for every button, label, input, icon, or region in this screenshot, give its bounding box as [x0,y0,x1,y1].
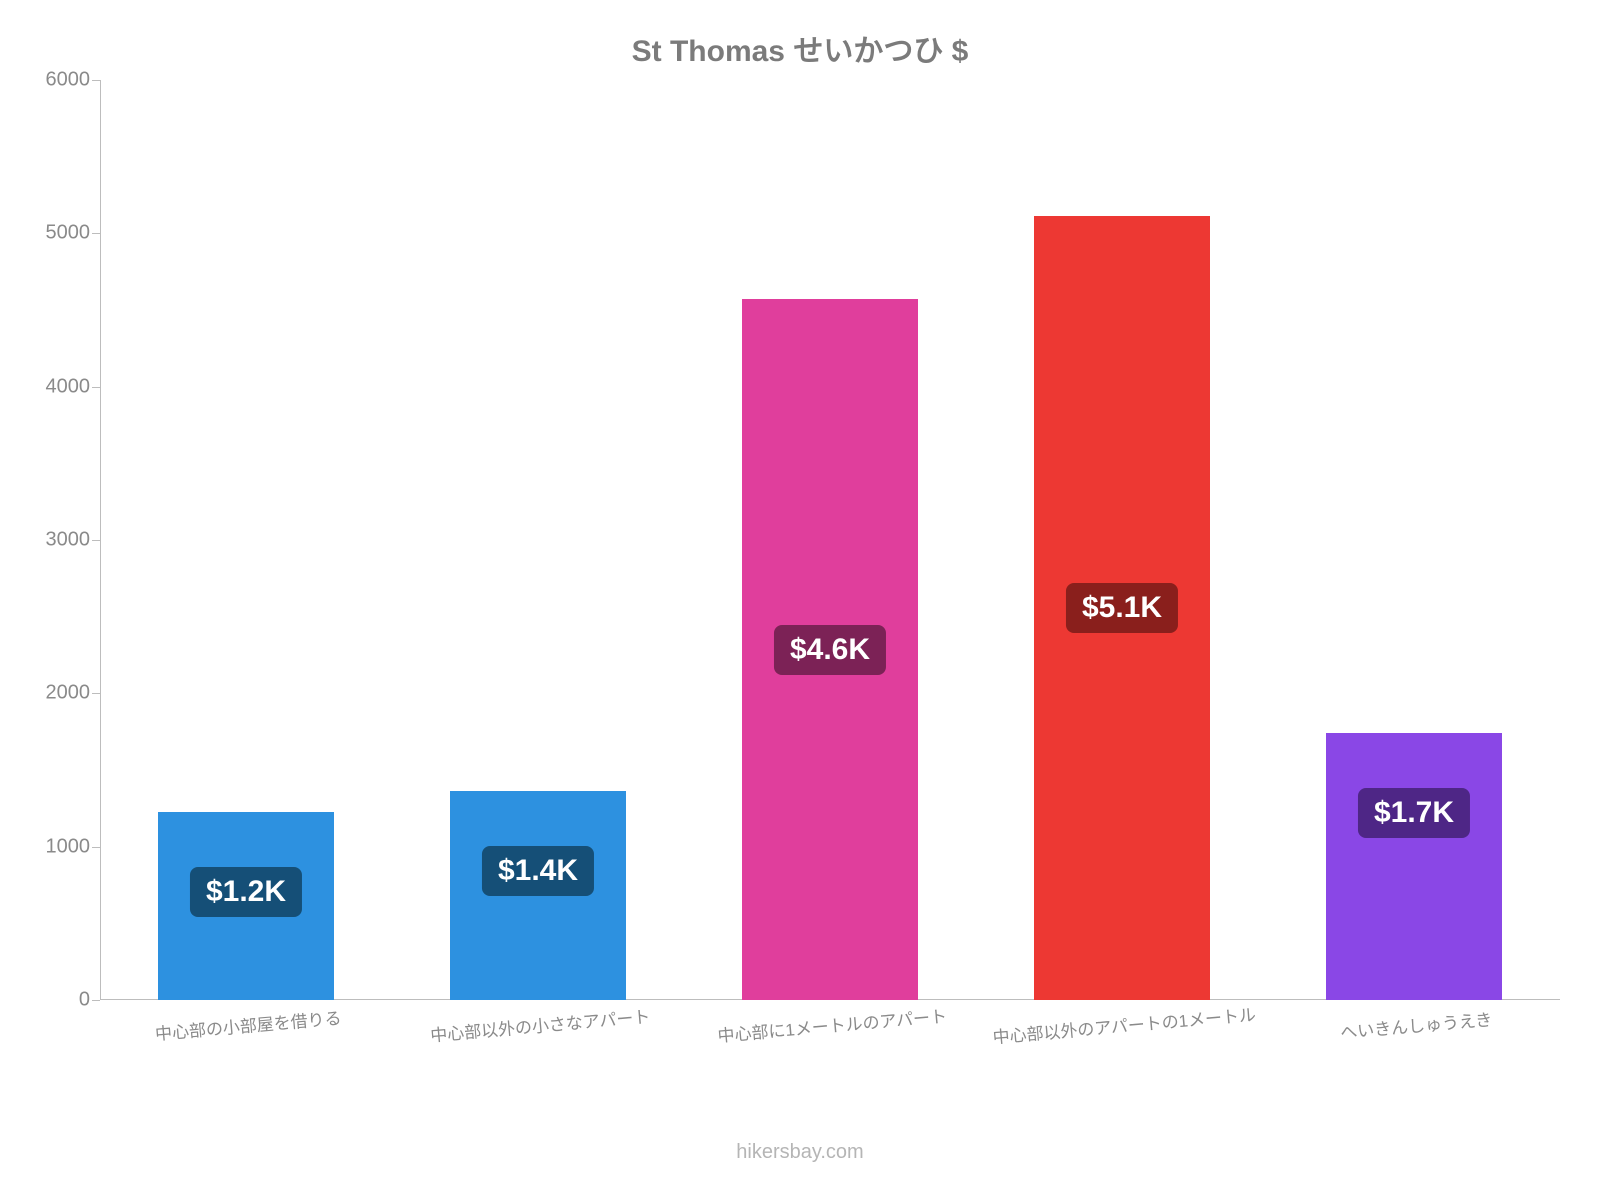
chart-title: St Thomas せいかつひ $ [0,26,1600,70]
chart-container: St Thomas せいかつひ $ 0 1000 2000 3000 4000 … [0,0,1600,1200]
plot-area: 0 1000 2000 3000 4000 5000 6000 [100,80,1560,1000]
value-badge: $5.1K [1066,583,1178,633]
bar: $1.2K [158,812,333,1000]
y-tick-mark [92,847,100,848]
y-tick-mark [92,233,100,234]
value-badge: $4.6K [774,625,886,675]
y-tick-mark [92,540,100,541]
y-tick-mark [92,693,100,694]
value-badge: $1.7K [1358,788,1470,838]
value-badge: $1.4K [482,846,594,896]
bar: $5.1K [1034,216,1209,1000]
value-badge: $1.2K [190,867,302,917]
x-axis-label: へいきんしゅうえき [1338,993,1493,1043]
bar: $1.4K [450,791,625,1000]
y-tick-mark [92,80,100,81]
bars-group: $1.2K $1.4K $4.6K $5.1K $1.7K [100,80,1560,1000]
y-tick-mark [92,1000,100,1001]
y-tick-mark [92,387,100,388]
bar: $1.7K [1326,733,1501,1000]
bar: $4.6K [742,299,917,1000]
attribution-text: hikersbay.com [0,1141,1600,1164]
